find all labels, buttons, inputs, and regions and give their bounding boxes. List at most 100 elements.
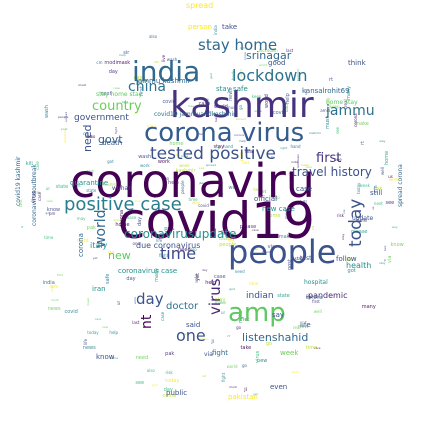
word-time: time [160, 244, 197, 263]
filler-word: spread [235, 116, 246, 121]
filler-word: amid [291, 369, 299, 374]
filler-word: first [312, 298, 320, 304]
filler-word: india [180, 154, 189, 159]
word-know: know [96, 353, 115, 361]
filler-word: today [355, 182, 361, 194]
filler-word: day [201, 268, 208, 273]
filler-word: god [208, 73, 213, 80]
filler-word: make [278, 234, 293, 241]
filler-word: hand [290, 143, 301, 149]
filler-word: sir [270, 155, 275, 160]
filler-word: live [305, 294, 313, 300]
word-stay-safe: stay safe [216, 85, 248, 93]
word-coronavirusoutbreak: coronavirusoutbreak [31, 164, 38, 227]
word-coronaviru: coronaviru [70, 154, 315, 208]
filler-word: pak [165, 351, 175, 358]
filler-word: make [214, 300, 226, 306]
word-government: government [74, 113, 129, 123]
filler-word: life [83, 339, 89, 346]
word-follow: follow [336, 255, 357, 263]
word-covid19-jammuandkashmir: covid19 jammuandkashmir [154, 111, 236, 118]
filler-word: us [371, 206, 376, 210]
filler-word: today [87, 330, 99, 336]
word-italy: italy [90, 241, 108, 250]
filler-word: j&k [198, 181, 204, 186]
filler-word: amid [113, 217, 121, 222]
word-say: say [272, 311, 285, 319]
word-person: person [188, 23, 212, 31]
filler-word: god [229, 286, 235, 291]
word-hospital: hospital [304, 279, 328, 286]
word-tested-positive: tested positive [150, 144, 276, 164]
word-fight: fight [212, 349, 229, 357]
filler-word: wash [138, 153, 152, 160]
filler-word: kashmir [309, 130, 322, 135]
filler-word: rt [20, 224, 24, 229]
word-india: india [132, 55, 201, 88]
filler-word: india [212, 25, 218, 35]
filler-word: got [45, 211, 51, 216]
filler-word: time [305, 344, 318, 351]
filler-word: keep [250, 247, 259, 252]
filler-word: virus [254, 108, 262, 113]
word-pakistan: pakistan [228, 393, 258, 401]
filler-word: j&k [174, 153, 180, 158]
filler-word: modi [50, 298, 59, 303]
filler-word: kill [240, 46, 245, 51]
filler-word: life [156, 237, 163, 243]
filler-word: last [132, 319, 140, 325]
filler-word: well [228, 184, 239, 191]
filler-word: rt [329, 76, 334, 83]
filler-word: let [261, 188, 267, 194]
filler-word: covid [198, 202, 209, 208]
filler-word: wash [43, 105, 50, 119]
word-amp: amp [228, 298, 286, 328]
filler-word: test [199, 132, 205, 137]
filler-word: world [214, 104, 228, 111]
word-kansalrohit69: kansalrohit69 [302, 87, 350, 95]
word-nt: nt [139, 314, 155, 329]
filler-word: kashmir [103, 182, 120, 188]
filler-word: pak [86, 224, 96, 231]
filler-word: please [351, 229, 368, 236]
filler-word: let [243, 316, 250, 323]
word-corona: corona [77, 233, 85, 258]
filler-word: real [244, 148, 255, 155]
filler-word: real [290, 138, 297, 143]
filler-word: home [384, 150, 391, 165]
filler-word: ji [244, 386, 247, 393]
filler-word: day [163, 387, 173, 394]
filler-word: go [242, 363, 247, 369]
filler-word: need [234, 269, 245, 275]
filler-word: risk [336, 212, 344, 218]
word-quarantine: quarantine [70, 179, 109, 187]
filler-word: help [109, 329, 119, 335]
filler-word: post [61, 126, 68, 131]
filler-word: home [169, 141, 184, 148]
filler-word: today [165, 378, 180, 385]
filler-word: help [205, 280, 216, 287]
filler-word: mask [116, 59, 131, 66]
filler-word: two [85, 133, 93, 139]
word-pandemic: pandemic [308, 291, 348, 300]
word-coronavirus-case: coronavirus case [118, 267, 178, 275]
filler-word: world [226, 363, 238, 369]
filler-word: ur [220, 310, 226, 316]
filler-word: risk [373, 186, 383, 193]
word-stay-home: stay home [198, 36, 278, 54]
filler-word: stay [341, 233, 346, 241]
word-still: still [370, 189, 383, 197]
filler-word: case [37, 192, 43, 202]
word-test: test [300, 255, 312, 262]
word-case: case [296, 185, 313, 193]
word-spread-corona: spread corona [397, 163, 404, 207]
filler-word: home [109, 356, 119, 361]
word-jammu: jammu [326, 103, 375, 119]
filler-word: next [71, 183, 81, 189]
filler-word: one [132, 241, 140, 247]
filler-word: help [119, 53, 126, 58]
word-jammu-kashmir: jammu kashmir [136, 77, 191, 85]
filler-word: live [135, 198, 141, 203]
filler-word: case [214, 274, 226, 281]
filler-word: new [257, 357, 268, 364]
